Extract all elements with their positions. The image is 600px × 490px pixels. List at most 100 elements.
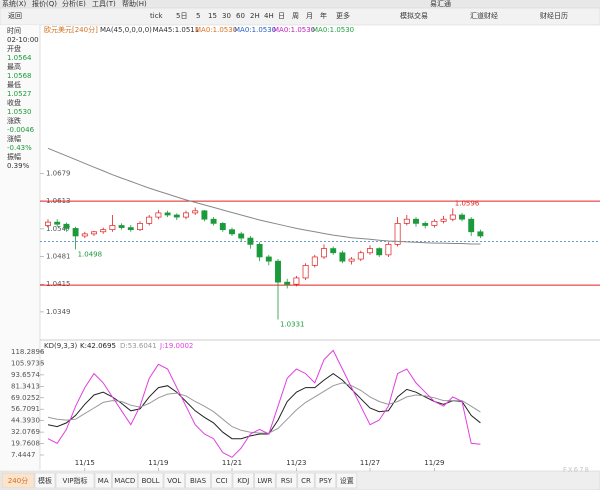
tab-background bbox=[34, 472, 56, 489]
legend-entry: MA0:1.0530 bbox=[312, 26, 354, 34]
candle-body bbox=[284, 281, 291, 285]
info-label: 开盘 bbox=[7, 44, 21, 53]
legend-entry: J:19.0002 bbox=[159, 342, 193, 350]
tab[interactable]: VIP指标 bbox=[62, 476, 87, 485]
info-panel bbox=[0, 25, 40, 470]
candle-body bbox=[403, 218, 410, 224]
period-button[interactable]: 5日 bbox=[176, 12, 187, 20]
x-tick-label: 11/29 bbox=[424, 459, 444, 467]
info-value: 02-10:00 bbox=[7, 36, 39, 44]
menu-item[interactable]: 分析(E) bbox=[62, 0, 86, 8]
price-annotation: 1.0596 bbox=[455, 199, 480, 207]
candle-body bbox=[440, 218, 447, 222]
candle-body bbox=[449, 214, 456, 220]
candle-body bbox=[63, 223, 70, 229]
info-value: -0.43% bbox=[7, 144, 32, 152]
period-button[interactable]: 15 bbox=[208, 12, 217, 20]
menu-item[interactable]: 帮助(H) bbox=[122, 0, 147, 8]
tab[interactable]: VOL bbox=[167, 477, 181, 485]
chart-title: 欧元美元[240分] bbox=[44, 25, 98, 34]
y-tick-label: 1.0349 bbox=[46, 308, 71, 316]
period-button[interactable]: 更多 bbox=[336, 11, 350, 20]
candle-body bbox=[413, 218, 419, 224]
tab[interactable]: MA bbox=[98, 477, 109, 485]
tab[interactable]: 模板 bbox=[38, 476, 52, 485]
candle-body bbox=[385, 244, 392, 256]
candle-body bbox=[422, 223, 429, 226]
tab-background bbox=[232, 472, 254, 489]
tab[interactable]: LWR bbox=[257, 477, 272, 485]
toolbar bbox=[0, 7, 600, 26]
menu-item[interactable]: 工具(T) bbox=[92, 0, 116, 8]
candle-body bbox=[256, 244, 263, 258]
tab[interactable]: MACD bbox=[114, 477, 135, 485]
price-annotation: 1.0498 bbox=[78, 250, 103, 258]
period-button[interactable]: 年 bbox=[320, 11, 327, 20]
candle-body bbox=[394, 223, 401, 245]
tab-background bbox=[137, 472, 164, 489]
info-value: 1.0530 bbox=[7, 108, 32, 116]
info-label: 最高 bbox=[7, 62, 21, 71]
candle-body bbox=[376, 248, 383, 256]
tab[interactable]: 240分 bbox=[8, 476, 28, 485]
period-button[interactable]: 60 bbox=[236, 12, 245, 20]
tab-background bbox=[314, 472, 337, 489]
menu-item[interactable]: 报价(Q) bbox=[32, 0, 57, 8]
candle-body bbox=[348, 258, 355, 262]
tab-background bbox=[112, 472, 138, 489]
toolbar-link[interactable]: 模拟交易 bbox=[400, 11, 428, 20]
period-button[interactable]: 2H bbox=[250, 12, 260, 20]
info-value: 1.0568 bbox=[7, 72, 32, 80]
period-button[interactable]: 30 bbox=[222, 12, 231, 20]
legend-entry: MA0:1.0530 bbox=[234, 26, 276, 34]
info-label: 振幅 bbox=[7, 152, 21, 161]
tab[interactable]: RSI bbox=[281, 477, 292, 485]
tab[interactable]: 设置 bbox=[340, 476, 354, 485]
candle-body bbox=[173, 214, 180, 218]
tab-background bbox=[1, 472, 35, 489]
period-button[interactable]: 5 bbox=[196, 12, 200, 20]
price-annotation: 1.0331 bbox=[280, 320, 305, 328]
y-tick-label: 1.0481 bbox=[46, 253, 71, 261]
info-value: 1.0564 bbox=[7, 54, 32, 62]
y-tick-label: 56.7091 bbox=[11, 405, 40, 413]
period-button[interactable]: 日 bbox=[278, 12, 285, 20]
tab[interactable]: BOLL bbox=[142, 477, 160, 485]
info-label: 最低 bbox=[7, 80, 21, 89]
tab[interactable]: CR bbox=[301, 477, 311, 485]
legend-entry: MA45:1.0511 bbox=[153, 26, 200, 34]
candle-body bbox=[321, 248, 327, 258]
x-tick-label: 11/21 bbox=[222, 459, 242, 467]
back-button[interactable]: 返回 bbox=[8, 12, 22, 20]
legend-entry: MA(45,0,0,0,0) bbox=[100, 26, 152, 34]
tab[interactable]: PSY bbox=[319, 477, 333, 485]
y-tick-label: 32.0769 bbox=[11, 428, 40, 436]
period-button[interactable]: 月 bbox=[306, 12, 313, 20]
period-button[interactable]: 4H bbox=[264, 12, 274, 20]
info-label: 涨跌 bbox=[7, 116, 21, 125]
period-button[interactable]: tick bbox=[150, 12, 164, 20]
candle-body bbox=[477, 231, 484, 237]
y-tick-label: 81.3413 bbox=[11, 382, 40, 390]
period-button[interactable]: 周 bbox=[292, 12, 299, 20]
toolbar-link[interactable]: 汇道财经 bbox=[470, 11, 498, 20]
candle-body bbox=[459, 214, 465, 220]
tab[interactable]: BIAS bbox=[190, 477, 207, 485]
y-tick-label: 118.2896 bbox=[11, 348, 45, 356]
candle-body bbox=[54, 221, 61, 225]
info-label: 涨幅 bbox=[7, 134, 21, 143]
y-tick-label: 69.0252 bbox=[11, 394, 40, 402]
menu-item[interactable]: 系统(X) bbox=[2, 0, 27, 8]
candle-body bbox=[109, 225, 116, 231]
candle-body bbox=[330, 248, 337, 254]
candle-body bbox=[247, 237, 254, 245]
candle-body bbox=[229, 229, 235, 235]
tab[interactable]: KDJ bbox=[237, 477, 249, 485]
tab[interactable]: CCI bbox=[216, 477, 228, 485]
toolbar-link[interactable]: 财经日历 bbox=[540, 11, 568, 20]
candle-body bbox=[219, 223, 226, 231]
y-tick-label: 44.3930 bbox=[11, 417, 40, 425]
tab-background bbox=[275, 472, 298, 489]
legend-entry: D:53.6041 bbox=[120, 342, 157, 350]
